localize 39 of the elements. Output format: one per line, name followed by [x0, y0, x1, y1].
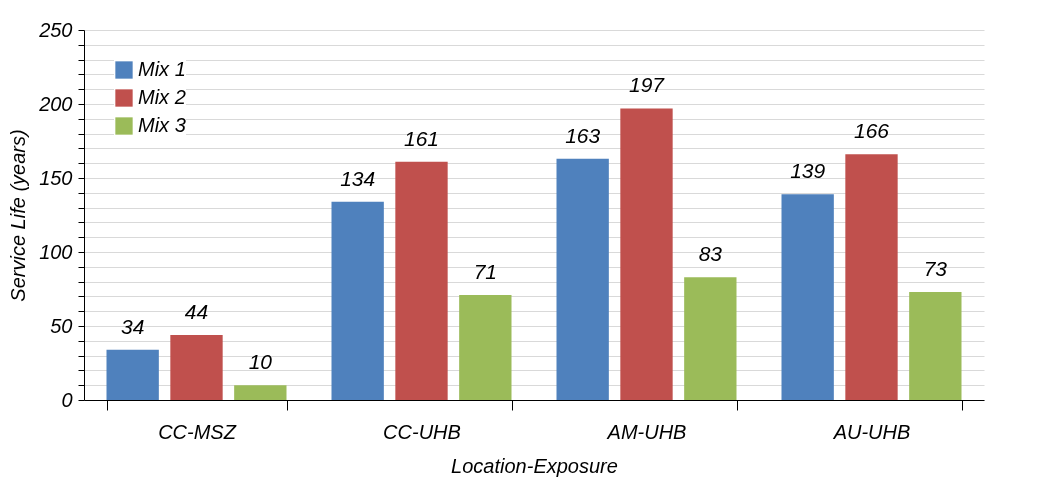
data-label: 134	[340, 166, 376, 190]
bar	[909, 291, 962, 400]
bar	[106, 349, 159, 400]
y-tick-label: 100	[39, 240, 73, 263]
data-label: 73	[923, 256, 948, 280]
data-label: 10	[248, 350, 273, 374]
bar	[395, 161, 448, 400]
bar	[459, 294, 512, 400]
x-tick-label: CC-UHB	[383, 420, 461, 443]
y-axis-title: Service Life (years)	[7, 129, 30, 302]
bar	[845, 154, 898, 400]
data-label: 166	[853, 119, 890, 143]
x-axis-title: Location-Exposure	[451, 454, 618, 477]
y-tick-label: 50	[50, 314, 73, 337]
y-tick-label: 200	[38, 92, 73, 115]
bar	[556, 158, 609, 400]
data-label: 163	[565, 123, 601, 147]
y-tick-label: 0	[61, 388, 73, 411]
data-label: 34	[120, 314, 145, 338]
data-label: 139	[790, 159, 826, 183]
bar	[684, 277, 737, 400]
x-tick-label: AU-UHB	[832, 420, 911, 443]
bar	[234, 385, 287, 400]
data-label: 71	[473, 259, 498, 283]
y-tick-label: 150	[39, 166, 73, 189]
data-label: 197	[628, 73, 666, 97]
bar	[170, 334, 223, 400]
x-tick-label: AM-UHB	[606, 420, 687, 443]
data-label: 44	[184, 299, 209, 323]
data-label: 83	[698, 242, 723, 266]
x-tick-label: CC-MSZ	[158, 420, 237, 443]
bar	[620, 108, 673, 400]
data-label: 161	[403, 126, 440, 150]
y-tick-label: 250	[38, 18, 73, 41]
legend-label: Mix 3	[138, 114, 186, 136]
legend-label: Mix 2	[138, 86, 186, 108]
bar	[331, 201, 384, 400]
bar	[781, 194, 834, 400]
legend-label: Mix 1	[138, 58, 186, 80]
